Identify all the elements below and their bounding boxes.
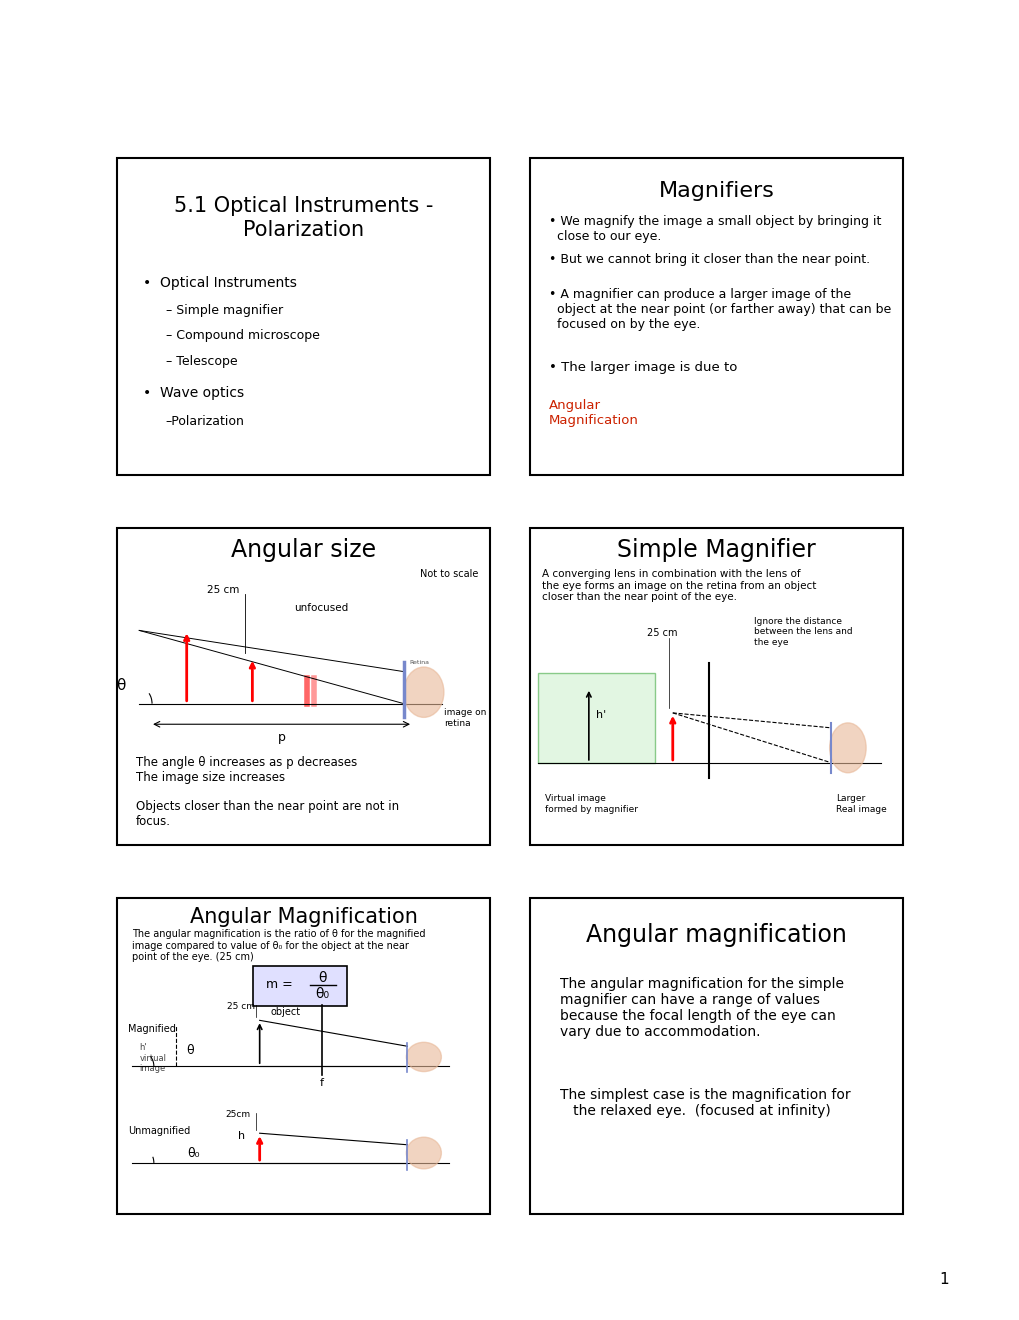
Text: • We magnify the image a small object by bringing it
  close to our eye.: • We magnify the image a small object by… bbox=[548, 215, 880, 243]
Text: • But we cannot bring it closer than the near point.: • But we cannot bring it closer than the… bbox=[548, 253, 869, 267]
Text: p: p bbox=[277, 731, 285, 744]
Text: θ₀: θ₀ bbox=[315, 987, 329, 1002]
Text: Angular magnification: Angular magnification bbox=[586, 923, 846, 946]
Text: • The larger image is due to: • The larger image is due to bbox=[548, 362, 741, 374]
Text: The simplest case is the magnification for
   the relaxed eye.  (focused at infi: The simplest case is the magnification f… bbox=[559, 1088, 850, 1118]
Text: θ: θ bbox=[116, 678, 125, 693]
Text: Angular
Magnification: Angular Magnification bbox=[548, 399, 638, 428]
Text: 25 cm: 25 cm bbox=[207, 585, 239, 595]
Text: The angular magnification is the ratio of θ for the magnified
image compared to : The angular magnification is the ratio o… bbox=[132, 929, 425, 962]
Text: – Compound microscope: – Compound microscope bbox=[165, 330, 319, 342]
Text: object: object bbox=[270, 1007, 301, 1018]
Text: Retina: Retina bbox=[409, 660, 429, 665]
Text: 25cm: 25cm bbox=[225, 1110, 250, 1119]
Text: Magnifiers: Magnifiers bbox=[658, 181, 773, 201]
Bar bbox=[537, 673, 654, 763]
Text: θ: θ bbox=[186, 1044, 194, 1057]
Text: –Polarization: –Polarization bbox=[165, 414, 245, 428]
Circle shape bbox=[404, 667, 443, 717]
Circle shape bbox=[406, 1138, 441, 1170]
Text: Objects closer than the near point are not in
focus.: Objects closer than the near point are n… bbox=[136, 800, 398, 829]
Text: Unmagnified: Unmagnified bbox=[128, 1126, 191, 1135]
Text: h': h' bbox=[595, 710, 606, 719]
Text: 5.1 Optical Instruments -
Polarization: 5.1 Optical Instruments - Polarization bbox=[173, 197, 433, 240]
Text: Ignore the distance
between the lens and
the eye: Ignore the distance between the lens and… bbox=[753, 616, 852, 647]
Text: h: h bbox=[237, 1131, 245, 1142]
Text: •  Wave optics: • Wave optics bbox=[144, 387, 245, 400]
Text: θ: θ bbox=[318, 972, 327, 985]
Text: image on
retina: image on retina bbox=[443, 709, 486, 727]
Text: θ₀: θ₀ bbox=[187, 1147, 200, 1159]
Text: Simple Magnifier: Simple Magnifier bbox=[616, 537, 815, 561]
Text: •  Optical Instruments: • Optical Instruments bbox=[144, 276, 297, 289]
Text: A converging lens in combination with the lens of
the eye forms an image on the : A converging lens in combination with th… bbox=[541, 569, 815, 602]
Text: 25 cm: 25 cm bbox=[646, 628, 677, 638]
Text: Magnified: Magnified bbox=[128, 1024, 176, 1035]
Text: Virtual image
formed by magnifier: Virtual image formed by magnifier bbox=[545, 795, 638, 813]
Text: 25 cm: 25 cm bbox=[227, 1002, 255, 1011]
Text: Larger
Real image: Larger Real image bbox=[835, 795, 886, 813]
Text: The angle θ increases as p decreases
The image size increases: The angle θ increases as p decreases The… bbox=[136, 756, 357, 784]
Text: – Simple magnifier: – Simple magnifier bbox=[165, 304, 282, 317]
Text: m =: m = bbox=[265, 978, 292, 990]
FancyBboxPatch shape bbox=[253, 966, 346, 1006]
Circle shape bbox=[406, 1043, 441, 1072]
Text: 1: 1 bbox=[938, 1272, 948, 1287]
Text: – Telescope: – Telescope bbox=[165, 355, 237, 368]
Text: Angular size: Angular size bbox=[230, 537, 376, 561]
Circle shape bbox=[828, 723, 865, 772]
Text: Not to scale: Not to scale bbox=[420, 569, 478, 579]
Text: h'
virtual
image: h' virtual image bbox=[140, 1043, 166, 1073]
Text: The angular magnification for the simple
magnifier can have a range of values
be: The angular magnification for the simple… bbox=[559, 977, 844, 1039]
Text: • A magnifier can produce a larger image of the
  object at the near point (or f: • A magnifier can produce a larger image… bbox=[548, 288, 891, 331]
Text: unfocused: unfocused bbox=[294, 603, 348, 612]
Text: Angular Magnification: Angular Magnification bbox=[190, 907, 417, 927]
Text: f: f bbox=[319, 1078, 323, 1088]
